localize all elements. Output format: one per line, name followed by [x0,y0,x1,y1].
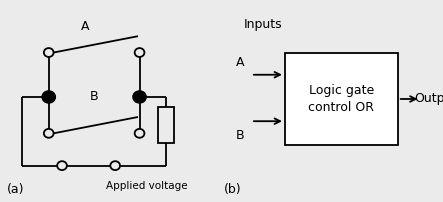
Circle shape [44,48,54,57]
Circle shape [133,91,146,103]
Text: Applied voltage: Applied voltage [106,181,187,191]
Circle shape [135,48,144,57]
Circle shape [135,129,144,138]
Text: Output: Output [415,93,443,105]
Circle shape [110,161,120,170]
Text: A: A [235,56,244,69]
Bar [159,107,174,143]
Bar [285,53,398,145]
Text: A: A [81,20,89,33]
Circle shape [57,161,67,170]
Text: Logic gate
control OR: Logic gate control OR [308,84,374,114]
Text: B: B [235,129,244,142]
Circle shape [44,129,54,138]
Circle shape [42,91,55,103]
Text: (b): (b) [224,183,241,196]
Text: (a): (a) [7,183,24,196]
Text: B: B [90,90,98,103]
Text: Inputs: Inputs [244,18,283,31]
